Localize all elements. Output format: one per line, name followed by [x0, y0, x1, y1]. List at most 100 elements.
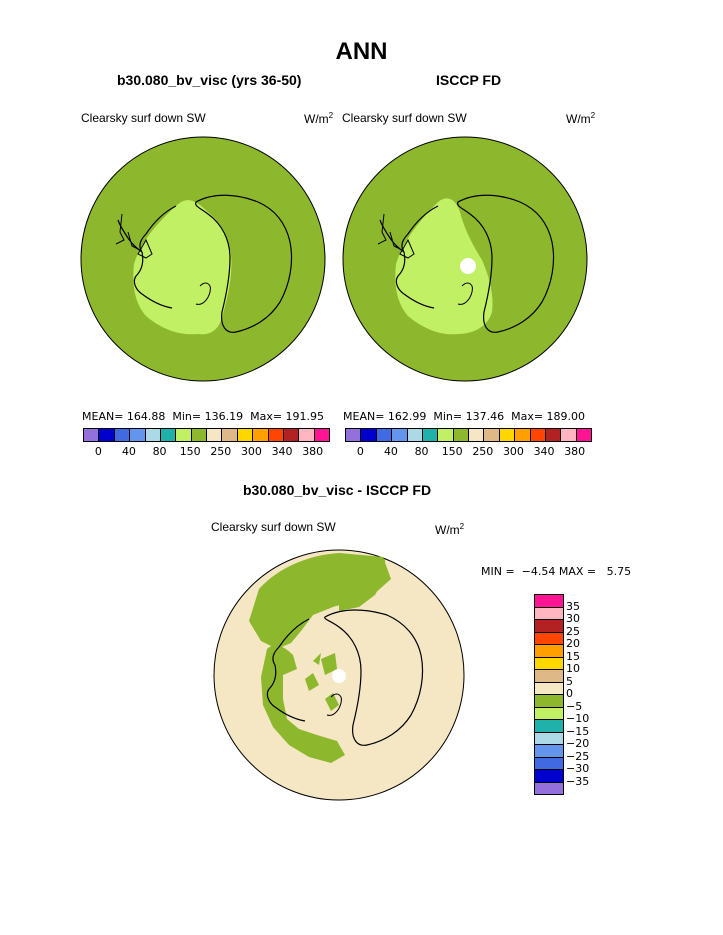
- colorbar-swatch: [130, 429, 146, 441]
- colorbar-swatch: [222, 429, 238, 441]
- colorbar-swatch: [237, 429, 254, 441]
- ross-ice-shelf: [457, 282, 473, 305]
- colorbar-swatch: [576, 429, 591, 441]
- colorbar-swatch: [207, 429, 223, 441]
- antarctica-coastline-east: [324, 609, 424, 746]
- colorbar-swatch: [145, 429, 161, 441]
- missing-data-pole: [332, 669, 346, 683]
- diff-colorbar: [534, 594, 564, 795]
- panel-2-units: W/m2: [566, 111, 596, 126]
- positive-region-west: [261, 645, 345, 763]
- colorbar-tick-label: 250: [472, 445, 494, 458]
- region-light-green: [133, 200, 232, 335]
- colorbar-swatch: [499, 429, 516, 441]
- colorbar-tick-label: 25: [566, 624, 580, 638]
- colorbar-swatch: [535, 657, 563, 670]
- panel-2-stats: MEAN= 162.99 Min= 137.46 Max= 189.00: [343, 410, 586, 423]
- colorbar-tick-label: 5: [566, 674, 573, 688]
- panel-2-variable: Clearsky surf down SW: [342, 111, 467, 125]
- colorbar-swatch: [515, 429, 531, 441]
- panel-2-colorbar-ticks: 0 40 80 150 250 300 340 380: [345, 445, 592, 459]
- panel-1-units: W/m2: [304, 111, 334, 126]
- colorbar-tick-label: 20: [566, 637, 580, 650]
- colorbar-swatch: [422, 429, 439, 441]
- colorbar-swatch: [438, 429, 454, 441]
- colorbar-tick-label: 80: [414, 445, 429, 458]
- diff-title: b30.080_bv_visc - ISCCP FD: [243, 482, 432, 498]
- colorbar-swatch: [545, 429, 562, 441]
- colorbar-swatch: [191, 429, 207, 441]
- colorbar-swatch: [535, 670, 563, 683]
- model-polar-map: [80, 136, 326, 382]
- colorbar-tick-label: 300: [240, 445, 262, 458]
- colorbar-swatch: [530, 429, 546, 441]
- missing-data-pole: [460, 258, 476, 274]
- diff-variable: Clearsky surf down SW: [211, 520, 336, 534]
- colorbar-swatch: [299, 429, 315, 441]
- colorbar-swatch: [346, 429, 362, 441]
- colorbar-swatch: [535, 695, 563, 708]
- colorbar-tick-label: 15: [566, 649, 580, 663]
- colorbar-tick-label: 0: [566, 687, 573, 700]
- colorbar-swatch: [453, 429, 469, 441]
- colorbar-swatch: [99, 429, 115, 441]
- panel-2-title: ISCCP FD: [436, 72, 502, 88]
- colorbar-tick-label: 0: [94, 445, 102, 458]
- colorbar-tick-label: 40: [383, 445, 398, 458]
- panel-1-colorbar-ticks: 0 40 80 150 250 300 340 380: [83, 445, 330, 459]
- diff-units: W/m2: [435, 522, 465, 537]
- panel-1-colorbar: [83, 428, 330, 442]
- colorbar-swatch: [535, 607, 563, 620]
- colorbar-swatch: [392, 429, 408, 441]
- colorbar-swatch: [176, 429, 192, 441]
- ross-ice-shelf: [195, 282, 211, 305]
- colorbar-swatch: [314, 429, 329, 441]
- colorbar-tick-label: 380: [564, 445, 586, 458]
- panel-1-title: b30.080_bv_visc (yrs 36-50): [117, 72, 302, 88]
- colorbar-swatch: [535, 757, 563, 770]
- panel-1-stats: MEAN= 164.88 Min= 136.19 Max= 191.95: [82, 410, 325, 423]
- colorbar-swatch: [376, 429, 393, 441]
- colorbar-swatch: [361, 429, 377, 441]
- positive-region-north: [339, 553, 385, 611]
- colorbar-swatch: [535, 770, 563, 783]
- colorbar-tick-label: −15: [566, 724, 590, 738]
- colorbar-swatch: [535, 782, 563, 794]
- colorbar-tick-label: 35: [566, 599, 580, 613]
- colorbar-swatch: [535, 707, 563, 720]
- ross-ice-shelf: [326, 693, 342, 716]
- colorbar-swatch: [469, 429, 485, 441]
- antarctica-coastline-east: [195, 194, 293, 333]
- obs-polar-map: [342, 136, 588, 382]
- colorbar-swatch: [253, 429, 269, 441]
- colorbar-swatch: [407, 429, 423, 441]
- colorbar-swatch: [268, 429, 284, 441]
- colorbar-tick-label: −10: [566, 712, 590, 725]
- panel-2-colorbar: [345, 428, 592, 442]
- colorbar-tick-label: −25: [566, 749, 590, 763]
- colorbar-swatch: [535, 682, 563, 695]
- diff-colorbar-ticks: 35 30 25 20 15 10 5 0 −5 −10 −15 −20 −25 −30 −35: [566, 594, 626, 804]
- colorbar-swatch: [160, 429, 177, 441]
- main-title: ANN: [335, 38, 388, 65]
- colorbar-swatch: [535, 720, 563, 733]
- colorbar-tick-label: −35: [566, 774, 590, 788]
- colorbar-swatch: [561, 429, 577, 441]
- difference-polar-map: [213, 549, 465, 801]
- colorbar-tick-label: −30: [566, 762, 590, 775]
- colorbar-tick-label: 300: [502, 445, 524, 458]
- peninsula-islands: [115, 213, 153, 259]
- colorbar-swatch: [84, 429, 100, 441]
- colorbar-swatch: [283, 429, 300, 441]
- colorbar-tick-label: −20: [566, 737, 590, 750]
- colorbar-swatch: [535, 645, 563, 658]
- colorbar-tick-label: 30: [566, 612, 580, 625]
- colorbar-tick-label: 0: [356, 445, 364, 458]
- antarctica-coastline-east: [457, 194, 555, 333]
- colorbar-swatch: [484, 429, 500, 441]
- panel-1-variable: Clearsky surf down SW: [81, 111, 206, 125]
- colorbar-tick-label: 380: [302, 445, 324, 458]
- colorbar-tick-label: 340: [271, 445, 293, 458]
- colorbar-swatch: [535, 595, 563, 608]
- colorbar-tick-label: −5: [566, 699, 583, 713]
